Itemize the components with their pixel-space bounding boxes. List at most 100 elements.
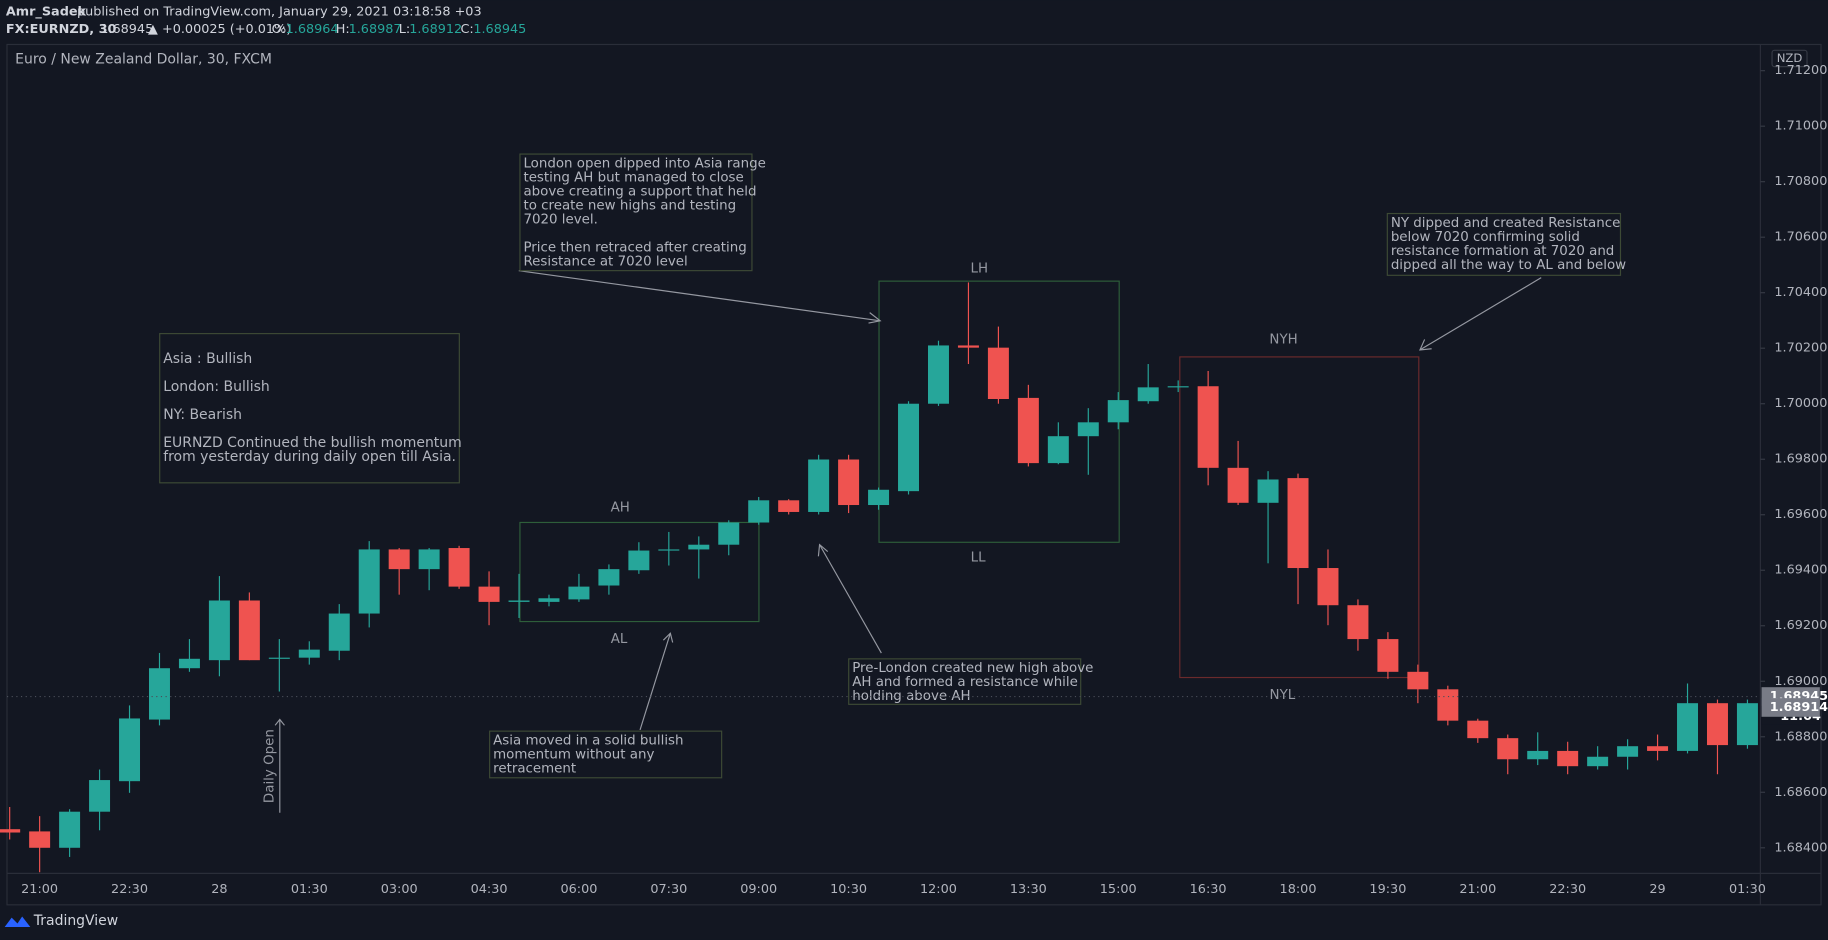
y-tick-label: 1.68600 (1774, 785, 1827, 800)
candle-body (1437, 689, 1459, 721)
note-line: testing AH but managed to close (523, 170, 743, 185)
note-line: below 7020 confirming solid (1391, 230, 1580, 245)
candle-body (1677, 703, 1699, 751)
published: published on TradingView.com, January 29… (77, 4, 482, 19)
candle-body (478, 586, 500, 602)
change: ▲ +0.00025 (+0.01%) (148, 22, 291, 37)
y-tick-label: 1.68800 (1774, 729, 1827, 744)
candle-body (808, 459, 830, 512)
o-value: 1.68964 (286, 22, 339, 37)
candle-body (418, 549, 440, 570)
candle-body (208, 600, 230, 661)
candle-body (1497, 738, 1519, 760)
asia-range-box (519, 521, 760, 623)
candle-body (1077, 422, 1099, 437)
candle-body (1557, 750, 1579, 767)
candle-body (0, 829, 21, 833)
candle-body (748, 500, 770, 523)
candle-body (927, 345, 949, 404)
candle-body (29, 831, 51, 848)
candle-body (1467, 720, 1489, 739)
x-tick-label: 13:30 (1010, 882, 1047, 897)
candle-body (1047, 436, 1069, 464)
y-tick-label: 1.70000 (1774, 396, 1827, 411)
y-tick-label: 1.70200 (1774, 341, 1827, 356)
candle-body (1706, 703, 1728, 746)
x-tick-label: 19:30 (1369, 882, 1406, 897)
y-tick-label: 1.69600 (1774, 507, 1827, 522)
session-label: AH (611, 500, 630, 515)
candle-body (388, 549, 410, 570)
ny-range-box (1179, 356, 1420, 679)
notes: London open dipped into Asia rangetestin… (159, 153, 1626, 779)
candle-body (628, 550, 650, 571)
y-tick-label: 1.70800 (1774, 174, 1827, 189)
candle-body (1736, 703, 1758, 746)
x-tick-label: 01:30 (291, 882, 328, 897)
candle-body (508, 600, 530, 602)
candle-body (868, 489, 890, 506)
session-label: LH (971, 261, 989, 276)
daily-open-label: Daily Open (262, 729, 277, 803)
x-tick-label: 15:00 (1100, 882, 1137, 897)
candle-body (538, 598, 560, 602)
candle-body (1257, 479, 1279, 503)
y-tick-label: 1.70400 (1774, 285, 1827, 300)
candle-body (1197, 386, 1219, 468)
note-line: momentum without any (493, 747, 654, 762)
x-tick-label: 22:30 (1549, 882, 1586, 897)
y-tick-label: 1.69400 (1774, 563, 1827, 578)
candle-body (1137, 387, 1159, 402)
candle-body (298, 649, 320, 658)
x-tick-label: 10:30 (830, 882, 867, 897)
candle-body (178, 658, 200, 669)
note-line: Pre-London created new high above (852, 661, 1093, 676)
x-tick-label: 01:30 (1729, 882, 1766, 897)
x-tick-label: 04:30 (471, 882, 508, 897)
candle-body (688, 544, 710, 550)
note-line: Asia : Bullish (163, 351, 252, 367)
candle-body (59, 811, 81, 848)
session-label: LL (971, 550, 986, 565)
x-tick-label: 16:30 (1190, 882, 1227, 897)
candle-body (328, 613, 350, 651)
last: 1.68945 (100, 22, 153, 37)
note-line: NY dipped and created Resistance (1391, 216, 1621, 231)
session-label: NYL (1270, 688, 1296, 703)
candle-body (448, 548, 470, 587)
y-tick-label: 1.70600 (1774, 230, 1827, 245)
candle-body (778, 500, 800, 512)
h-value: 1.68987 (349, 22, 402, 37)
note-line: London: Bullish (163, 379, 270, 395)
x-tick-label: 28 (211, 882, 227, 897)
y-tick-label: 1.71200 (1774, 63, 1827, 78)
candle-body (1407, 671, 1429, 690)
x-tick-label: 09:00 (740, 882, 777, 897)
candle-body (957, 345, 979, 348)
note-line: to create new highs and testing (523, 198, 736, 213)
x-tick-label: 21:00 (1459, 882, 1496, 897)
c-value: 1.68945 (473, 22, 526, 37)
candle-body (1347, 605, 1369, 640)
candle-body (1287, 478, 1309, 569)
c-label: C: (460, 22, 473, 37)
candle-body (1647, 746, 1669, 751)
x-tick-label: 03:00 (381, 882, 418, 897)
l-value: 1.68912 (409, 22, 462, 37)
note-line: Asia moved in a solid bullish (493, 733, 683, 748)
candle-body (1377, 639, 1399, 672)
candle-body (1317, 568, 1339, 606)
candle-body (119, 718, 141, 782)
o-label: O: (272, 22, 286, 37)
candle-body (1587, 756, 1609, 767)
note-line: Price then retraced after creating (523, 240, 746, 255)
x-tick-label: 22:30 (111, 882, 148, 897)
session-label: NYH (1269, 332, 1297, 347)
currency: NZD (1777, 51, 1803, 65)
candle-body (1227, 467, 1249, 503)
note-line: 7020 level. (523, 212, 597, 227)
candle-body (1617, 746, 1639, 757)
y-tick-label: 1.68400 (1774, 840, 1827, 855)
